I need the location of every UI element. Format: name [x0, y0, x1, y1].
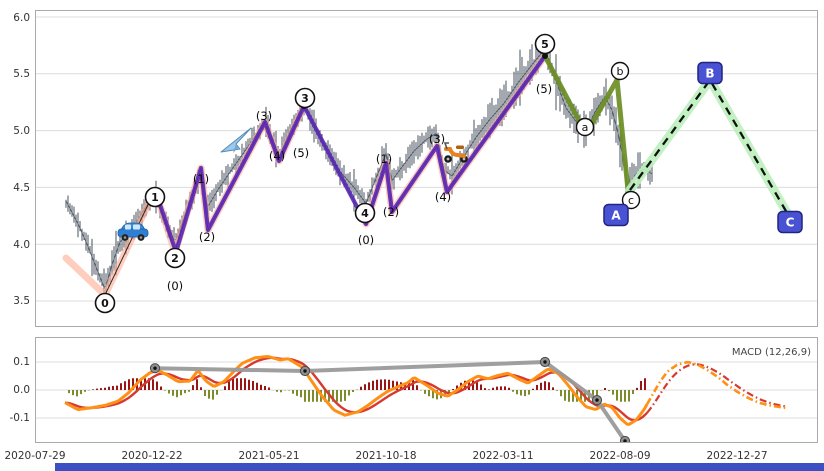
- wave-box-letter: B: [705, 67, 714, 81]
- wave-circle-b: [610, 61, 630, 81]
- wave-box-C: [777, 210, 803, 234]
- wave-circle-a: [575, 117, 595, 137]
- subwave-label: (3): [429, 132, 445, 146]
- wave-letter: a: [582, 121, 589, 134]
- wave-number: 5: [541, 38, 549, 51]
- subwave-label: (5): [536, 82, 552, 96]
- wave-number: 3: [301, 92, 309, 105]
- wave-box-letter: C: [786, 216, 795, 230]
- wave-letter: c: [628, 194, 634, 207]
- wave-box-B: [697, 61, 723, 85]
- macd-line: [64, 355, 649, 426]
- macd-histogram-positive: [92, 378, 646, 390]
- y-tick-label: 0.0: [13, 384, 30, 396]
- subwave-label: (5): [293, 146, 309, 160]
- price-panel: (0) (1) (2) (3) (4) (5) (0) (1) (2) (3) (4) (5) 0 1 2 3…: [36, 16, 817, 314]
- wave-letter: b: [617, 65, 624, 78]
- macd-label: MACD (12,26,9): [732, 347, 811, 358]
- wave-circle-1: [144, 186, 166, 208]
- subwave-label: (3): [256, 109, 272, 123]
- macd-histogram-negative: [68, 390, 634, 402]
- y-tick-label: 5.5: [13, 68, 30, 80]
- subwave-label: (1): [193, 172, 209, 186]
- y-tick-label: 4.0: [13, 239, 30, 251]
- wave-box-letter: A: [611, 209, 621, 223]
- wave-box-A: [603, 203, 629, 227]
- wave-price-dot: [542, 53, 548, 59]
- subwave-label: (0): [358, 233, 374, 247]
- subwave-label: (1): [376, 152, 392, 166]
- wave-circle-2: [164, 247, 186, 269]
- y-tick-label: 0.1: [13, 356, 30, 368]
- wave-circle-5: [534, 33, 556, 55]
- x-tick-label: 2020-07-29: [4, 450, 65, 462]
- x-tick-label: 2020-12-22: [121, 450, 182, 462]
- price-panel-frame: [35, 10, 818, 327]
- wave-number: 2: [171, 252, 179, 265]
- macd-panel: [36, 355, 817, 442]
- axes: 6.0 5.5 5.0 4.5 4.0 3.5 0.1 0.0 -0.1 202…: [4, 12, 811, 462]
- subwave-label: (2): [383, 205, 399, 219]
- y-tick-label: -0.1: [10, 412, 31, 424]
- y-tick-label: 3.5: [13, 295, 30, 307]
- wave-circle-3: [294, 87, 316, 109]
- subwave-label: (4): [435, 190, 451, 204]
- wave-number: 1: [151, 191, 159, 204]
- x-tick-label: 2021-10-18: [355, 450, 416, 462]
- subwave-label: (2): [199, 230, 215, 244]
- wave-number: 0: [101, 297, 109, 310]
- wave-circle-0: [94, 292, 116, 314]
- forecast-dashed-line: [629, 78, 791, 219]
- x-tick-label: 2022-03-11: [472, 450, 533, 462]
- car-emoji-icon: [117, 222, 149, 241]
- macd-signal-forecast: [646, 363, 788, 414]
- subwave-label: (4): [269, 149, 285, 163]
- wave-number: 4: [361, 207, 369, 220]
- y-tick-label: 6.0: [13, 12, 30, 24]
- macd-forecast: [645, 360, 788, 410]
- x-tick-label: 2022-08-09: [589, 450, 650, 462]
- x-tick-label: 2022-12-27: [706, 450, 767, 462]
- wave-circle-4: [354, 202, 376, 224]
- x-tick-label: 2021-05-21: [238, 450, 299, 462]
- y-tick-label: 5.0: [13, 125, 30, 137]
- plane-emoji-icon: [220, 127, 252, 153]
- divergence-dot: [619, 435, 631, 442]
- subwave-label: (0): [167, 279, 183, 293]
- wave-circle-c: [621, 190, 641, 210]
- bottom-scrollbar[interactable]: [55, 463, 824, 471]
- scooter-emoji-icon: [443, 142, 468, 163]
- corrective-abc-line: [542, 53, 631, 193]
- y-tick-label: 4.5: [13, 182, 30, 194]
- impulse-wave-line: [301, 53, 548, 227]
